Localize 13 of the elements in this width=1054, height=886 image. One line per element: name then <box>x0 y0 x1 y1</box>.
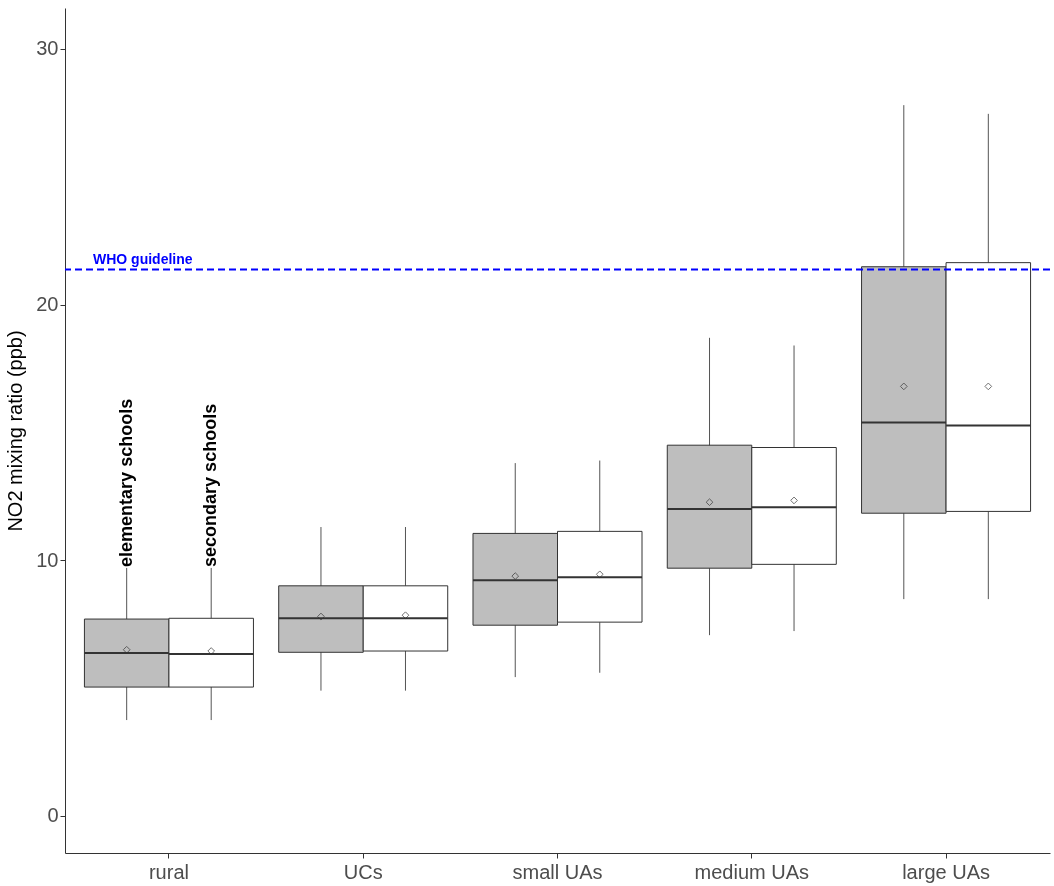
x-tick-label: medium UAs <box>694 860 810 883</box>
ref-line-label: WHO guideline <box>93 250 193 267</box>
y-tick-label: 10 <box>36 548 59 571</box>
y-axis-title: NO2 mixing ratio (ppb) <box>4 330 27 532</box>
x-tick-label: large UAs <box>902 860 990 883</box>
x-tick-label: rural <box>148 860 189 883</box>
y-tick-label: 20 <box>36 293 59 316</box>
y-tick-label: 30 <box>36 37 59 60</box>
text: secondary schools <box>200 403 221 567</box>
x-tick-label: UCs <box>343 860 383 883</box>
y-tick-label: 0 <box>47 804 59 827</box>
text: elementary schools <box>115 398 136 567</box>
x-tick-label: small UAs <box>512 860 603 883</box>
